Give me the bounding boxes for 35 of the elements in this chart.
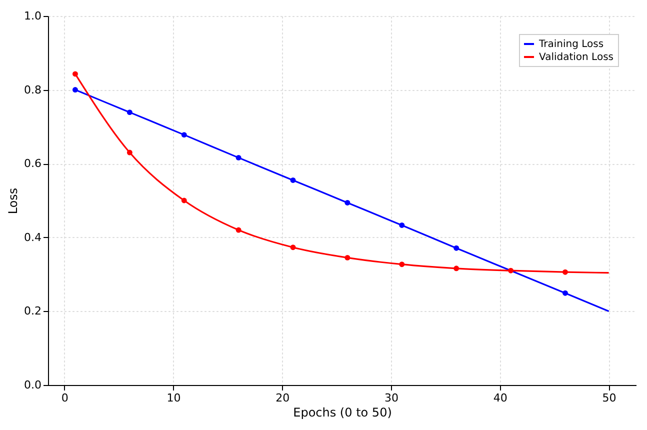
x-tick-label: 0 [61,392,68,404]
x-tick-label: 40 [493,392,508,404]
point [399,222,405,228]
point [454,245,460,251]
x-tick-label: 20 [276,392,290,404]
point [236,154,242,160]
x-tick-label: 10 [166,392,181,404]
point [126,150,132,156]
x-tick-label: 30 [384,392,398,404]
y-tick-label: 1.0 [24,10,42,22]
point [562,269,568,275]
y-axis-title: Loss [6,188,20,214]
y-tick-label: 0.2 [24,304,42,318]
x-tick-label: 50 [602,392,616,404]
legend-label: Training Loss [538,39,604,50]
point [344,254,350,260]
point [562,290,568,296]
point [236,227,242,233]
y-tick-label: 0.6 [24,157,42,170]
point [72,71,78,77]
point [290,177,296,183]
point [126,110,132,116]
point [344,200,350,206]
y-tick-label: 0.0 [24,378,42,392]
y-tick-label: 0.4 [24,230,42,244]
legend-label: Validation Loss [539,52,614,63]
point [454,266,460,272]
point [72,87,78,93]
x-axis-title: Epochs (0 to 50) [293,406,392,420]
point [508,268,514,274]
point [290,244,296,250]
point [181,198,187,204]
point [181,132,187,138]
y-tick-label: 0.8 [24,83,42,96]
point [399,262,405,268]
